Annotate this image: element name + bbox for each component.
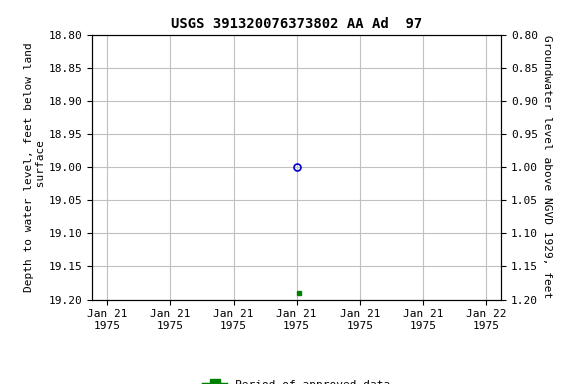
Legend: Period of approved data: Period of approved data [199,376,394,384]
Title: USGS 391320076373802 AA Ad  97: USGS 391320076373802 AA Ad 97 [171,17,422,31]
Y-axis label: Groundwater level above NGVD 1929, feet: Groundwater level above NGVD 1929, feet [542,35,552,299]
Y-axis label: Depth to water level, feet below land
 surface: Depth to water level, feet below land su… [24,42,46,292]
